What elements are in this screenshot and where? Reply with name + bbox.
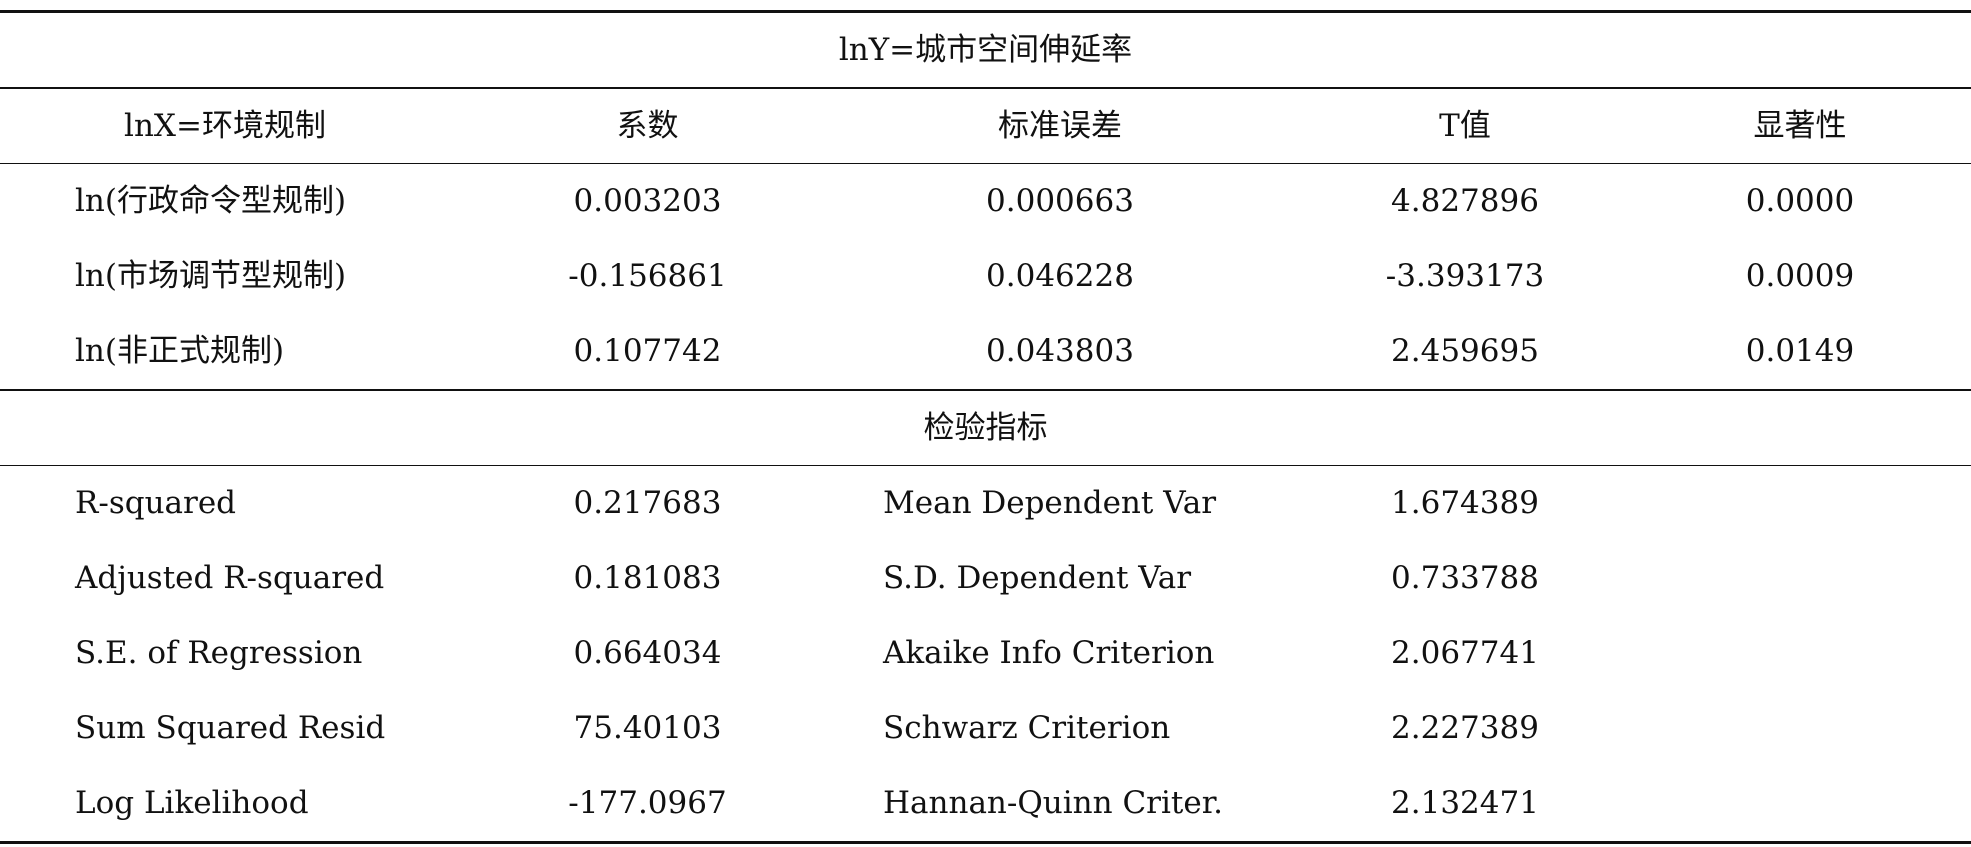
variable-name: ln(非正式规制) xyxy=(75,333,285,369)
table-row: ln(行政命令型规制) 0.003203 0.000663 4.827896 0… xyxy=(0,164,1971,239)
significance-value: 0.0000 xyxy=(1745,183,1855,219)
stat-label: Akaike Info Criterion xyxy=(883,635,1215,671)
table-row: Adjusted R-squared 0.181083 S.D. Depende… xyxy=(0,541,1971,616)
regression-table: lnY=城市空间伸延率 lnX=环境规制 系数 标准误差 T值 显著性 ln(行… xyxy=(0,10,1971,844)
stat-value: 0.664034 xyxy=(573,635,722,671)
stat-label: Log Likelihood xyxy=(75,785,309,821)
section-title: 检验指标 xyxy=(923,409,1048,446)
title-row: lnY=城市空间伸延率 xyxy=(0,13,1971,87)
title-rule xyxy=(0,87,1971,89)
stat-value: -177.0967 xyxy=(568,785,727,821)
bottom-rule xyxy=(0,841,1971,844)
coefficient-value: 0.003203 xyxy=(573,183,722,219)
stat-value: 2.132471 xyxy=(1391,785,1539,821)
stat-value: 2.067741 xyxy=(1391,635,1539,671)
header-variable: lnX=环境规制 xyxy=(124,107,326,144)
significance-value: 0.0149 xyxy=(1745,333,1855,369)
variable-name: ln(市场调节型规制) xyxy=(75,258,347,294)
stat-value: 0.733788 xyxy=(1391,560,1539,596)
t-value: 2.459695 xyxy=(1391,333,1539,369)
variable-name: ln(行政命令型规制) xyxy=(75,183,347,219)
section-rule-top xyxy=(0,389,1971,391)
stat-value: 2.227389 xyxy=(1391,710,1539,746)
table-row: Sum Squared Resid 75.40103 Schwarz Crite… xyxy=(0,691,1971,766)
std-error-value: 0.000663 xyxy=(986,183,1134,219)
significance-value: 0.0009 xyxy=(1745,258,1855,294)
header-rule xyxy=(0,162,1971,164)
stat-value: 0.181083 xyxy=(573,560,722,596)
std-error-value: 0.046228 xyxy=(986,258,1134,294)
stat-label: S.D. Dependent Var xyxy=(883,560,1192,596)
stat-label: Adjusted R-squared xyxy=(75,560,385,596)
table-row: R-squared 0.217683 Mean Dependent Var 1.… xyxy=(0,466,1971,541)
t-value: 4.827896 xyxy=(1391,183,1539,219)
header-coefficient: 系数 xyxy=(616,107,679,144)
table-row: ln(市场调节型规制) -0.156861 0.046228 -3.393173… xyxy=(0,239,1971,314)
dependent-variable-title: lnY=城市空间伸延率 xyxy=(838,32,1133,68)
stat-value: 1.674389 xyxy=(1391,485,1539,521)
t-value: -3.393173 xyxy=(1385,258,1545,294)
stat-label: Hannan-Quinn Criter. xyxy=(883,785,1223,821)
stat-label: Mean Dependent Var xyxy=(883,485,1217,521)
stat-value: 75.40103 xyxy=(573,710,722,746)
stat-value: 0.217683 xyxy=(573,485,722,521)
header-significance: 显著性 xyxy=(1753,107,1847,144)
stat-label: Sum Squared Resid xyxy=(75,710,386,746)
stat-label: R-squared xyxy=(75,485,237,521)
column-header-row: lnX=环境规制 系数 标准误差 T值 显著性 xyxy=(0,89,1971,163)
header-t-value: T值 xyxy=(1439,107,1491,144)
coefficient-value: -0.156861 xyxy=(568,258,727,294)
std-error-value: 0.043803 xyxy=(986,333,1134,369)
stat-label: S.E. of Regression xyxy=(75,635,363,671)
header-std-error: 标准误差 xyxy=(998,107,1122,144)
table-row: ln(非正式规制) 0.107742 0.043803 2.459695 0.0… xyxy=(0,314,1971,389)
table-row: Log Likelihood -177.0967 Hannan-Quinn Cr… xyxy=(0,766,1971,841)
section-title-row: 检验指标 xyxy=(0,391,1971,465)
table-row: S.E. of Regression 0.664034 Akaike Info … xyxy=(0,616,1971,691)
section-rule-bottom xyxy=(0,464,1971,466)
top-rule xyxy=(0,10,1971,13)
stat-label: Schwarz Criterion xyxy=(883,710,1171,746)
coefficient-value: 0.107742 xyxy=(573,333,722,369)
